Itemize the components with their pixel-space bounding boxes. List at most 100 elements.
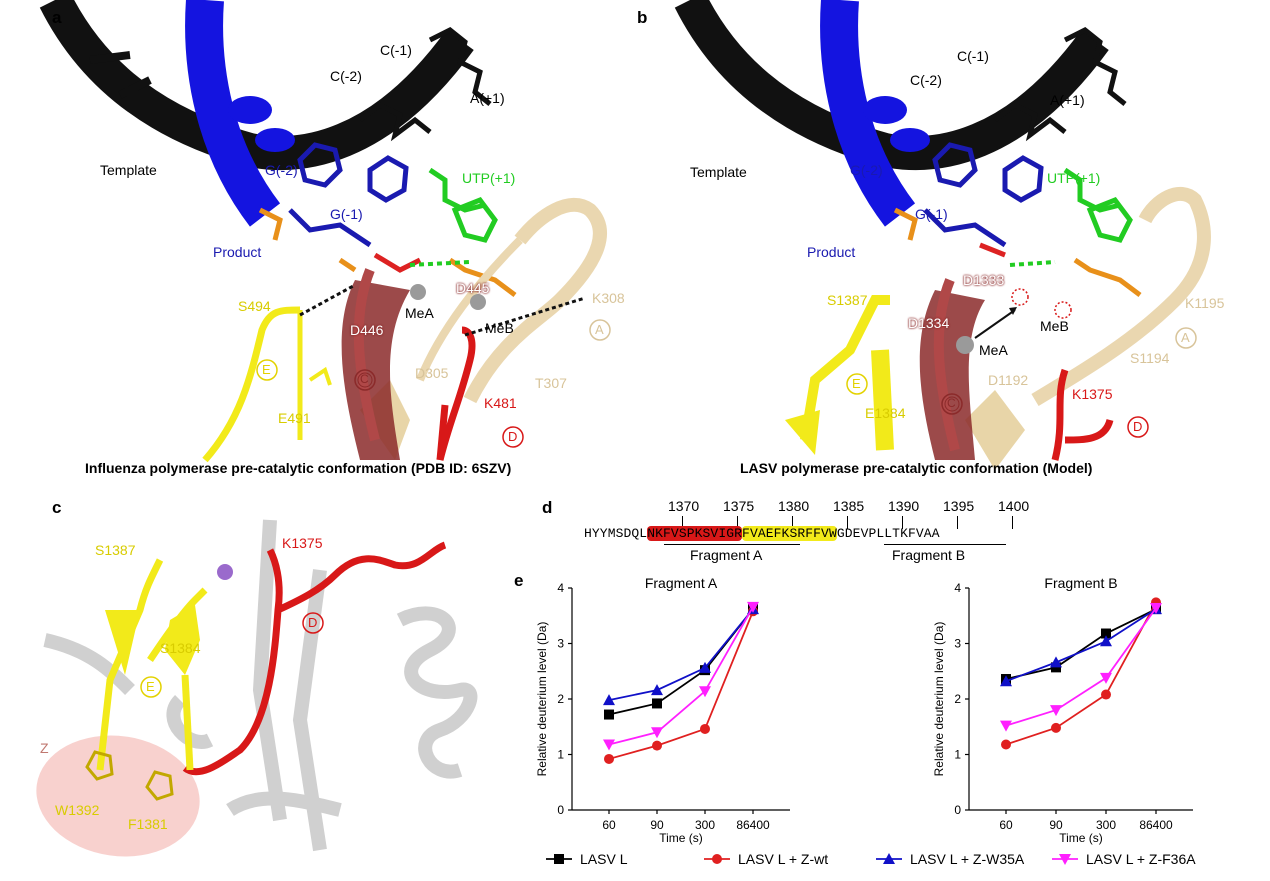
- label-g-minus2: G(-2): [850, 162, 883, 178]
- sequence-position-1375: 1375: [723, 498, 755, 514]
- label-template: Template: [690, 164, 747, 180]
- label-motif-e: E: [852, 376, 861, 391]
- sequence-position-numbers: 1370 1375 1380 1385 1390 1395 1400: [540, 498, 1270, 529]
- data-point: [1050, 705, 1062, 717]
- legend-swatch-marker: [554, 854, 564, 864]
- x-tick-label: 60: [602, 818, 616, 832]
- product-ribbon: [820, 0, 916, 227]
- legend-label: LASV L: [580, 851, 628, 867]
- chart-title: Fragment A: [645, 575, 718, 591]
- sequence-position-1395: 1395: [943, 498, 975, 514]
- label-d1334: D1334: [908, 315, 950, 331]
- label-motif-a: A: [1181, 330, 1190, 345]
- label-utp: UTP(+1): [462, 170, 516, 186]
- label-z: Z: [40, 740, 49, 756]
- panel-letter: c: [52, 498, 62, 517]
- y-tick-label: 4: [557, 581, 564, 595]
- panel-c: c S1387 K1375 D S1384 E Z W1392 F1381: [0, 490, 540, 881]
- y-axis-label: Relative deuterium level (Da): [932, 622, 946, 777]
- label-s1384: S1384: [160, 640, 201, 656]
- template-ribbon: [674, 0, 1109, 170]
- sequence-tick: [957, 516, 958, 529]
- legend-label: LASV L + Z-F36A: [1086, 851, 1196, 867]
- data-point: [699, 661, 711, 673]
- legend-label: LASV L + Z-W35A: [910, 851, 1025, 867]
- sequence-position-1370: 1370: [668, 498, 700, 514]
- data-point: [603, 694, 615, 706]
- label-e1384: E1384: [865, 405, 906, 421]
- label-w1392: W1392: [55, 802, 100, 818]
- label-t307: T307: [535, 375, 567, 391]
- data-point: [1100, 672, 1112, 684]
- fragment-b-label: Fragment B: [892, 547, 966, 563]
- data-point: [1051, 722, 1061, 733]
- label-c-minus2: C(-2): [910, 72, 942, 88]
- label-s494: S494: [238, 298, 271, 314]
- x-tick-label: 86400: [736, 818, 770, 832]
- label-k1375: K1375: [282, 535, 323, 551]
- label-k1195: K1195: [1185, 295, 1225, 311]
- panel-letter: d: [542, 498, 553, 517]
- label-template: Template: [100, 162, 157, 178]
- label-motif-e: E: [262, 362, 271, 377]
- data-point: [651, 684, 663, 696]
- template-ribbon: [39, 0, 474, 170]
- x-tick-label: 300: [1096, 818, 1116, 832]
- label-k481: K481: [484, 395, 517, 411]
- label-k1375: K1375: [1072, 386, 1113, 402]
- product-ribbon: [185, 0, 281, 227]
- label-motif-d: D: [508, 429, 518, 444]
- x-axis-label: Time (s): [1059, 831, 1103, 845]
- y-tick-label: 1: [557, 748, 564, 762]
- label-motif-d: D: [308, 615, 318, 630]
- sequence-position-1380: 1380: [778, 498, 810, 514]
- sequence-position-1390: 1390: [888, 498, 920, 514]
- sequence-fragment-b-highlight: FVAEFKSRFFVW: [742, 526, 837, 541]
- label-d1333: D1333: [963, 272, 1005, 288]
- data-point: [1101, 628, 1111, 639]
- sequence-pre: HYYMSDQL: [584, 526, 648, 541]
- label-f1381: F1381: [128, 816, 168, 832]
- data-point: [1000, 675, 1012, 687]
- data-point: [1101, 689, 1111, 700]
- y-tick-label: 3: [954, 637, 961, 651]
- panel-d: d 1370 1375 1380 1385 1390 1395 1400 HYYMSDQLN…: [540, 490, 1270, 570]
- x-tick-label: 90: [1049, 818, 1063, 832]
- sequence-tick: [902, 516, 903, 529]
- y-axis-label: Relative deuterium level (Da): [535, 622, 549, 777]
- data-point: [1150, 602, 1162, 614]
- data-point: [1100, 635, 1112, 647]
- sequence-post: GDEVPLLTKFVAA: [836, 526, 940, 541]
- panel-c-structure: [36, 519, 478, 857]
- label-motif-e: E: [146, 679, 155, 694]
- x-axis-label: Time (s): [659, 831, 703, 845]
- label-s1387: S1387: [827, 292, 868, 308]
- data-point: [1001, 739, 1011, 750]
- panel-b-caption: LASV polymerase pre-catalytic conformati…: [740, 460, 1093, 476]
- series-line: [608, 608, 754, 701]
- label-c-minus1: C(-1): [380, 42, 412, 58]
- sequence-tick: [792, 516, 793, 529]
- legend-swatch-marker: [883, 853, 895, 864]
- label-meb: MeB: [485, 320, 514, 336]
- x-tick-label: 86400: [1139, 818, 1173, 832]
- data-point: [652, 740, 662, 751]
- panel-letter: b: [637, 8, 648, 27]
- panel-a: a C(-1) C(-2) A(+1) Template G(-2) UTP(+…: [0, 0, 630, 490]
- label-g-minus2: G(-2): [265, 162, 298, 178]
- fragment-a-bracket: [664, 544, 800, 545]
- y-tick-label: 1: [954, 748, 961, 762]
- label-motif-c: C: [947, 396, 956, 410]
- data-point: [651, 727, 663, 739]
- sequence-fragment-a-highlight: NKFVSPKSVIGR: [647, 526, 743, 541]
- series-line: [608, 610, 754, 760]
- y-tick-label: 0: [557, 803, 564, 817]
- sequence-tick: [737, 516, 738, 529]
- label-a-plus1: A(+1): [1050, 92, 1085, 108]
- label-mea: MeA: [979, 342, 1008, 358]
- sequence-tick: [682, 516, 683, 529]
- label-mea: MeA: [405, 305, 434, 321]
- x-tick-label: 300: [695, 818, 715, 832]
- label-a-plus1: A(+1): [470, 90, 505, 106]
- legend-label: LASV L + Z-wt: [738, 851, 828, 867]
